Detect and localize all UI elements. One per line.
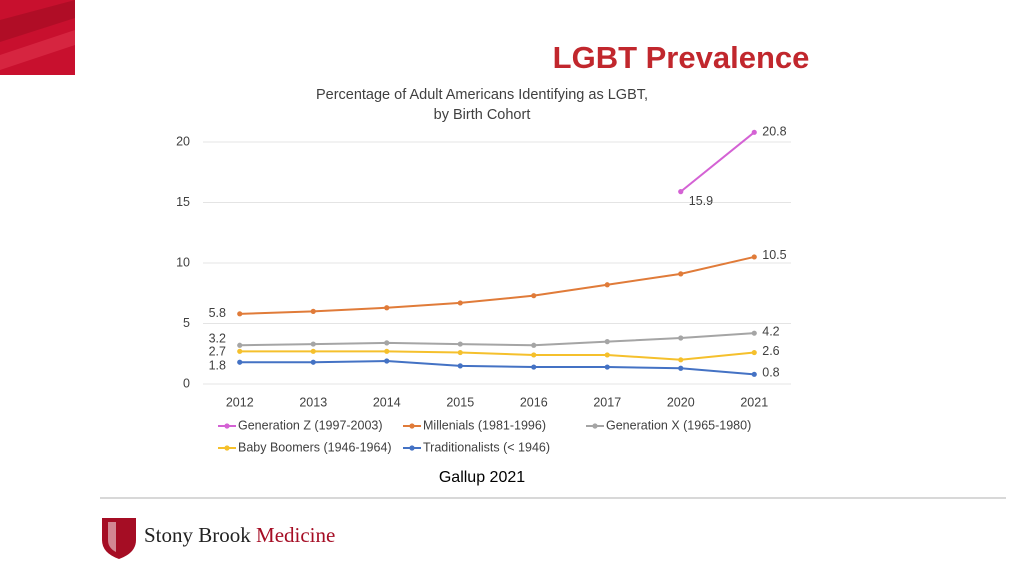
data-point [310,341,316,347]
data-point [457,363,463,369]
data-point [751,349,757,356]
data-point [604,352,610,358]
data-label: 0.8 [762,366,779,380]
series: 1.8 0.8 [209,358,780,380]
data-label: 20.8 [762,125,786,139]
data-point [751,330,757,336]
x-tick-label: 2013 [299,395,327,409]
legend-entry: Millenials (1981-1996) [403,418,546,432]
x-tick-label: 2016 [520,395,548,409]
data-point [531,352,537,358]
legend-entry: Traditionalists (< 1946) [403,440,550,454]
x-tick-label: 2020 [667,395,695,409]
data-point [384,305,390,311]
x-tick-label: 2012 [226,395,254,409]
legend-marker [409,423,415,429]
data-point [531,293,537,299]
legend-marker [409,445,415,451]
series: 3.2 4.2 [209,324,780,348]
legend-label: Generation Z (1997-2003) [238,418,383,432]
data-point [457,349,463,356]
data-point [457,341,463,347]
data-label: 1.8 [209,359,226,373]
data-label: 3.2 [209,332,226,346]
y-tick-label: 20 [176,134,190,148]
series-line [239,350,755,361]
legend-marker [224,445,230,451]
chart-title: Percentage of Adult Americans Identifyin… [316,87,648,103]
data-point [531,342,537,348]
y-tick-label: 10 [176,255,190,269]
source-note: Gallup 2021 [439,469,525,486]
data-point [678,189,684,195]
x-tick-label: 2017 [593,395,621,409]
data-point [237,348,243,354]
data-label: 2.7 [209,345,226,359]
data-point [531,364,537,370]
data-point [310,308,316,314]
legend-entry: Baby Boomers (1946-1964) [218,440,392,454]
data-point [310,348,316,354]
data-label: 10.5 [762,248,786,262]
x-tick-label: 2014 [373,395,401,409]
data-point [678,365,684,371]
data-point [384,340,390,346]
data-label: 5.8 [209,306,226,320]
logo-name-part: Stony Brook [144,523,251,547]
x-tick-label: 2015 [446,395,474,409]
data-point [678,357,684,363]
series: 5.8 10.5 [209,248,787,320]
data-point [310,359,316,365]
legend-entry: Generation Z (1997-2003) [218,418,383,432]
data-point [457,300,463,306]
data-point [384,358,390,364]
corner-decoration [0,0,75,75]
data-label: 2.6 [762,344,779,358]
series: 15.9 20.8 [678,125,787,208]
data-point [384,348,390,354]
legend-label: Baby Boomers (1946-1964) [238,440,392,454]
data-label: 4.2 [762,324,779,338]
data-point [751,254,757,260]
x-tick-label: 2021 [740,395,768,409]
data-point [604,339,610,345]
legend-label: Traditionalists (< 1946) [423,440,550,454]
chart-title: by Birth Cohort [434,107,531,123]
series: 2.7 2.6 [209,344,780,363]
legend-marker [224,423,230,429]
logo-name: Stony Brook Medicine [144,523,335,547]
logo: Stony Brook Medicine [102,518,335,559]
data-point [678,335,684,341]
y-tick-label: 15 [176,195,190,209]
logo-suffix: Medicine [256,523,335,547]
data-point [237,342,243,348]
legend-entry: Generation X (1965-1980) [586,418,751,432]
data-point [751,371,757,377]
series-line [239,332,755,347]
data-label: 15.9 [689,194,713,208]
series-line [680,131,755,193]
slide-title: LGBT Prevalence [553,40,810,75]
legend-label: Generation X (1965-1980) [606,418,751,432]
data-point [604,282,610,288]
data-point [237,311,243,317]
series-line [239,360,755,376]
data-point [237,359,243,365]
y-tick-label: 5 [183,316,190,330]
series-line [239,255,755,315]
data-point [678,271,684,277]
legend-label: Millenials (1981-1996) [423,418,546,432]
legend-marker [592,423,598,429]
data-point [751,129,757,135]
y-tick-label: 0 [183,376,190,390]
data-point [604,364,610,370]
